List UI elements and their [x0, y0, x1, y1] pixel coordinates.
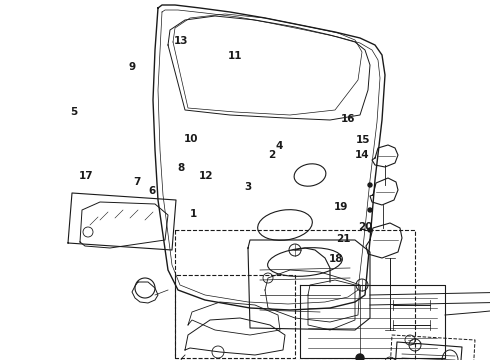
Text: 1: 1 [190, 209, 197, 219]
Text: 15: 15 [355, 135, 370, 145]
Text: 3: 3 [244, 182, 251, 192]
Text: 12: 12 [198, 171, 213, 181]
Text: 8: 8 [178, 163, 185, 174]
Text: 5: 5 [70, 107, 77, 117]
Circle shape [368, 183, 372, 187]
Text: 4: 4 [275, 141, 283, 151]
Text: 11: 11 [228, 51, 243, 61]
Text: 19: 19 [333, 202, 348, 212]
Text: 20: 20 [358, 222, 372, 232]
Text: 14: 14 [355, 150, 370, 160]
Text: 10: 10 [184, 134, 198, 144]
Circle shape [368, 208, 372, 212]
Text: 7: 7 [133, 177, 141, 187]
Text: 9: 9 [129, 62, 136, 72]
Text: 2: 2 [269, 150, 275, 160]
Text: 16: 16 [341, 114, 355, 124]
Text: 13: 13 [174, 36, 189, 46]
Text: 21: 21 [336, 234, 350, 244]
Circle shape [368, 228, 372, 232]
Text: 18: 18 [328, 254, 343, 264]
Text: 6: 6 [148, 186, 155, 196]
Text: 17: 17 [78, 171, 93, 181]
Circle shape [356, 354, 364, 360]
